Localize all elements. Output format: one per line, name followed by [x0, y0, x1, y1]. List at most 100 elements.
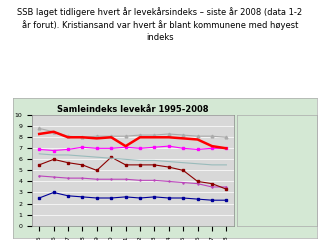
50.000+	[225, 163, 228, 166]
BER	[181, 197, 185, 199]
BER	[81, 195, 84, 198]
Title: Samleindeks levekår 1995-2008: Samleindeks levekår 1995-2008	[57, 105, 209, 114]
SAN	[95, 178, 99, 181]
SAN	[124, 178, 128, 181]
BER	[167, 197, 171, 199]
SKI	[153, 134, 156, 137]
Legend: BER, DRA, SKI, KRS, SAN, STA, 50.000+: BER, DRA, SKI, KRS, SAN, STA, 50.000+	[241, 116, 284, 168]
STA	[196, 180, 200, 183]
BER	[196, 198, 200, 201]
50.000+	[95, 156, 99, 159]
DRA	[210, 147, 214, 150]
KRS	[81, 136, 84, 139]
DRA	[138, 147, 142, 150]
STA	[167, 166, 171, 168]
DRA	[81, 146, 84, 149]
KRS	[95, 137, 99, 140]
STA	[52, 158, 56, 161]
STA	[109, 156, 113, 159]
DRA	[66, 148, 70, 151]
SAN	[153, 179, 156, 182]
KRS	[138, 136, 142, 139]
BER	[109, 197, 113, 199]
Line: SAN: SAN	[38, 174, 228, 188]
STA	[138, 163, 142, 166]
BER	[210, 199, 214, 202]
KRS	[52, 130, 56, 133]
DRA	[196, 148, 200, 151]
50.000+	[52, 154, 56, 156]
KRS	[124, 145, 128, 148]
DRA	[109, 147, 113, 150]
SKI	[95, 135, 99, 138]
KRS	[210, 145, 214, 148]
50.000+	[210, 163, 214, 166]
SAN	[167, 180, 171, 183]
BER	[153, 195, 156, 198]
Line: SKI: SKI	[38, 127, 228, 139]
50.000+	[153, 159, 156, 162]
50.000+	[167, 160, 171, 163]
DRA	[124, 146, 128, 149]
Text: SSB laget tidligere hvert år levekårsindeks – siste år 2008 (data 1-2
år forut).: SSB laget tidligere hvert år levekårsind…	[17, 7, 303, 42]
STA	[66, 161, 70, 164]
50.000+	[109, 157, 113, 160]
KRS	[181, 137, 185, 140]
SKI	[66, 135, 70, 138]
STA	[95, 169, 99, 172]
SKI	[124, 135, 128, 138]
DRA	[225, 147, 228, 150]
Line: KRS: KRS	[39, 132, 227, 148]
SAN	[210, 186, 214, 188]
DRA	[52, 149, 56, 152]
SKI	[109, 135, 113, 138]
Line: DRA: DRA	[38, 145, 228, 152]
50.000+	[196, 162, 200, 165]
BER	[225, 199, 228, 202]
STA	[37, 163, 41, 166]
STA	[124, 163, 128, 166]
SKI	[138, 134, 142, 137]
KRS	[109, 136, 113, 139]
SKI	[37, 127, 41, 130]
50.000+	[81, 155, 84, 157]
SKI	[52, 130, 56, 133]
SKI	[210, 135, 214, 138]
BER	[37, 197, 41, 199]
STA	[181, 169, 185, 172]
SKI	[181, 134, 185, 137]
SKI	[225, 136, 228, 139]
KRS	[196, 138, 200, 141]
SKI	[81, 136, 84, 139]
SAN	[37, 174, 41, 177]
KRS	[225, 147, 228, 150]
KRS	[153, 136, 156, 139]
STA	[210, 182, 214, 185]
STA	[81, 163, 84, 166]
KRS	[37, 132, 41, 135]
SAN	[196, 182, 200, 185]
SAN	[52, 176, 56, 179]
DRA	[153, 146, 156, 149]
SKI	[167, 132, 171, 135]
50.000+	[181, 161, 185, 164]
SAN	[81, 177, 84, 180]
SAN	[66, 177, 70, 180]
DRA	[181, 147, 185, 150]
DRA	[37, 148, 41, 151]
KRS	[167, 136, 171, 139]
BER	[66, 194, 70, 197]
50.000+	[138, 159, 142, 162]
50.000+	[37, 152, 41, 155]
BER	[124, 195, 128, 198]
SAN	[109, 178, 113, 181]
DRA	[167, 145, 171, 148]
50.000+	[66, 154, 70, 156]
DRA	[95, 147, 99, 150]
BER	[138, 197, 142, 199]
BER	[52, 191, 56, 194]
STA	[225, 188, 228, 191]
Line: 50.000+: 50.000+	[39, 154, 227, 165]
KRS	[66, 136, 70, 139]
Line: BER: BER	[38, 191, 228, 202]
